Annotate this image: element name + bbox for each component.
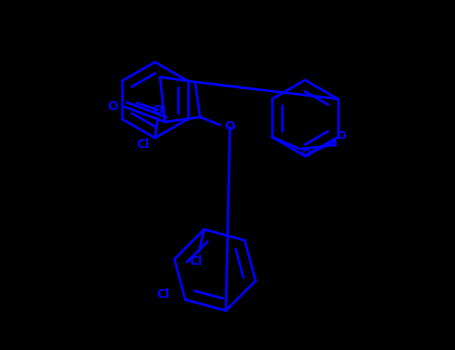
Text: O: O [301, 149, 311, 159]
Text: O: O [108, 100, 118, 113]
Text: O: O [225, 120, 235, 133]
Text: Cl: Cl [157, 288, 170, 301]
Text: O: O [336, 131, 346, 141]
Text: O: O [153, 104, 163, 117]
Text: Cl: Cl [189, 255, 203, 268]
Text: Cl: Cl [136, 138, 150, 150]
